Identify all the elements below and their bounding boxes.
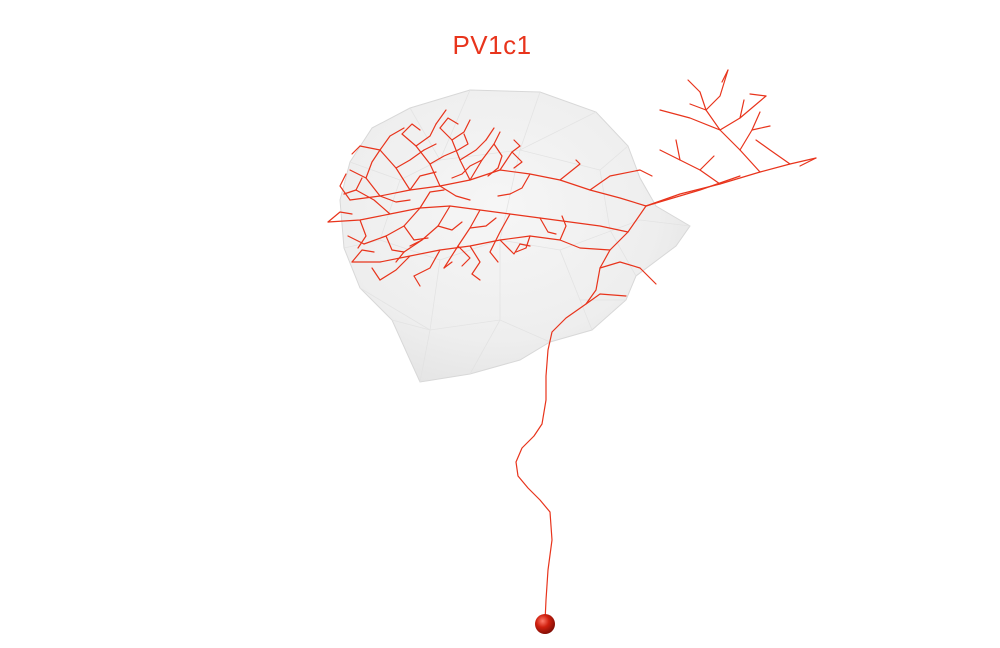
neuron-title: PV1c1 [452,30,532,60]
right-arbor [659,69,817,185]
neuron-skeleton [327,69,817,623]
neuropil-mesh [339,89,691,383]
left-arbor [327,109,567,287]
soma [535,614,555,634]
primary-neurite [515,205,647,623]
